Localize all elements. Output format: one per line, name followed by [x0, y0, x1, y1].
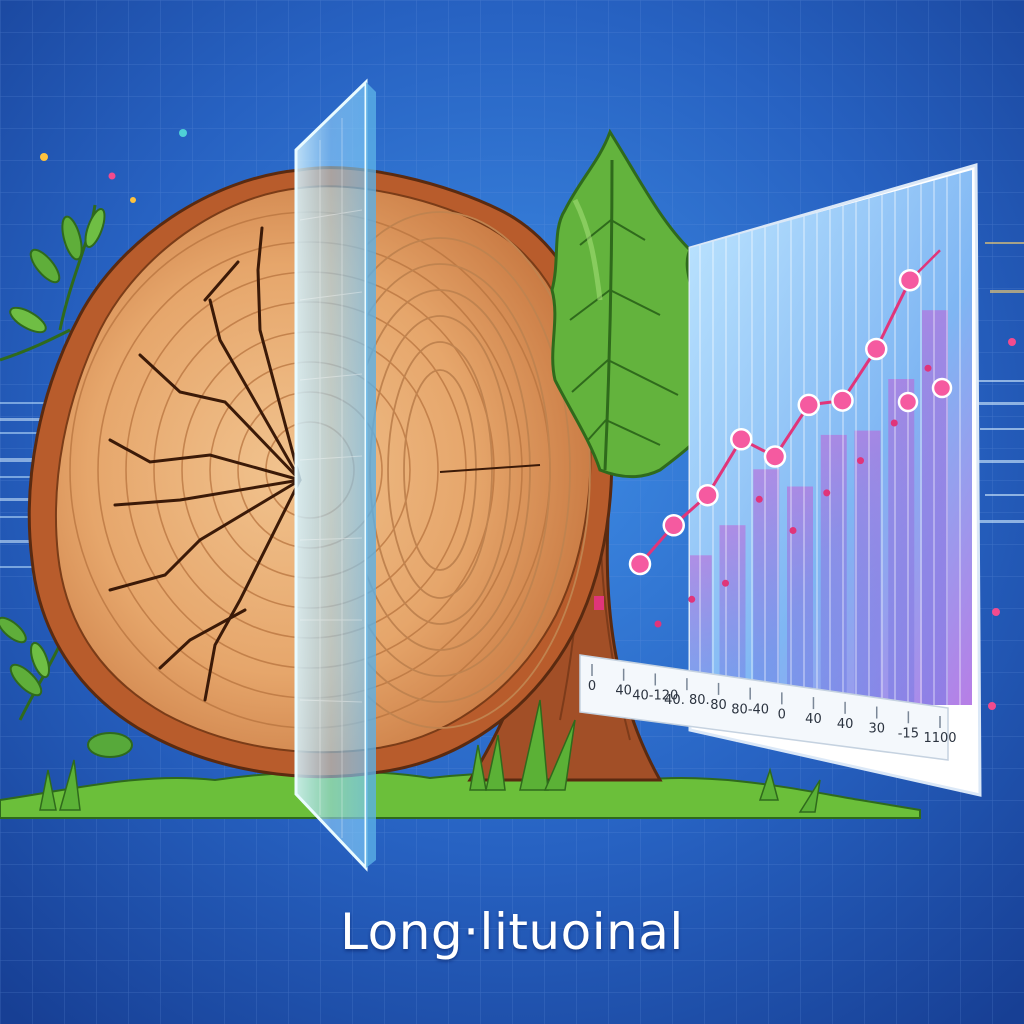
chart-axis-ticks — [591, 664, 941, 728]
grass-ground — [0, 770, 921, 819]
chart-tick-label: -15 — [898, 726, 919, 741]
chart-point — [662, 514, 685, 537]
chart-bar — [753, 469, 780, 705]
chart-scatter-dot — [722, 579, 729, 587]
chart-tick-label: 0 — [588, 679, 596, 694]
chart-scatter-dot — [857, 457, 864, 465]
chart-point — [865, 337, 888, 361]
chart-tick-label: 40 — [615, 684, 632, 699]
chart-scatter-dot — [924, 364, 932, 372]
chart-marker-small — [594, 596, 604, 610]
chart-axis-strip — [579, 654, 949, 761]
chart-gridlines — [699, 170, 961, 705]
chart-bar — [922, 310, 948, 705]
chart-tick-label: 40. 80. — [664, 693, 709, 708]
chart-point — [831, 389, 854, 412]
chart-tick-label: 80-40 — [731, 703, 769, 718]
chart-point — [730, 428, 753, 451]
chart-point — [696, 483, 719, 507]
chart-point — [628, 552, 652, 576]
chart-tick-label: 40 — [837, 717, 854, 732]
chart-scatter-dot — [755, 495, 763, 503]
caption-title: Long·lituoinal — [340, 903, 684, 961]
chart-tick-label: 30 — [868, 722, 885, 737]
plant-left — [0, 204, 133, 758]
chart-scatter-dots — [594, 364, 953, 628]
data-streaks-right — [968, 242, 1024, 523]
chart-point — [797, 393, 820, 417]
chart-scatter-dot — [890, 419, 898, 427]
right-rings — [366, 211, 591, 729]
chart-scatter-dot — [789, 527, 797, 534]
chart-outlier-point — [897, 391, 919, 413]
glass-panel-icon — [294, 78, 376, 872]
radial-cracks — [108, 226, 302, 702]
chart-bar — [854, 430, 881, 705]
chart-tick-label: 40 — [805, 712, 822, 727]
chart-tick-label: 0 — [778, 707, 786, 722]
chart-point — [763, 445, 787, 468]
chart-scatter-dot — [823, 489, 831, 497]
chart-tick-label: 80 — [710, 698, 727, 713]
chart-series — [628, 249, 941, 576]
chart-outlier-point — [931, 377, 953, 399]
sapling-icon — [550, 128, 717, 479]
chart-bar — [690, 555, 712, 705]
chart-scatter-dot — [654, 620, 662, 628]
chart-bar — [888, 379, 915, 705]
grass-tufts — [39, 699, 821, 813]
chart-tick-label: 1100 — [923, 731, 956, 746]
chart-tick-label: 40-120 — [632, 688, 678, 703]
chart-point — [898, 268, 922, 292]
chart-scatter-dot — [688, 595, 696, 603]
